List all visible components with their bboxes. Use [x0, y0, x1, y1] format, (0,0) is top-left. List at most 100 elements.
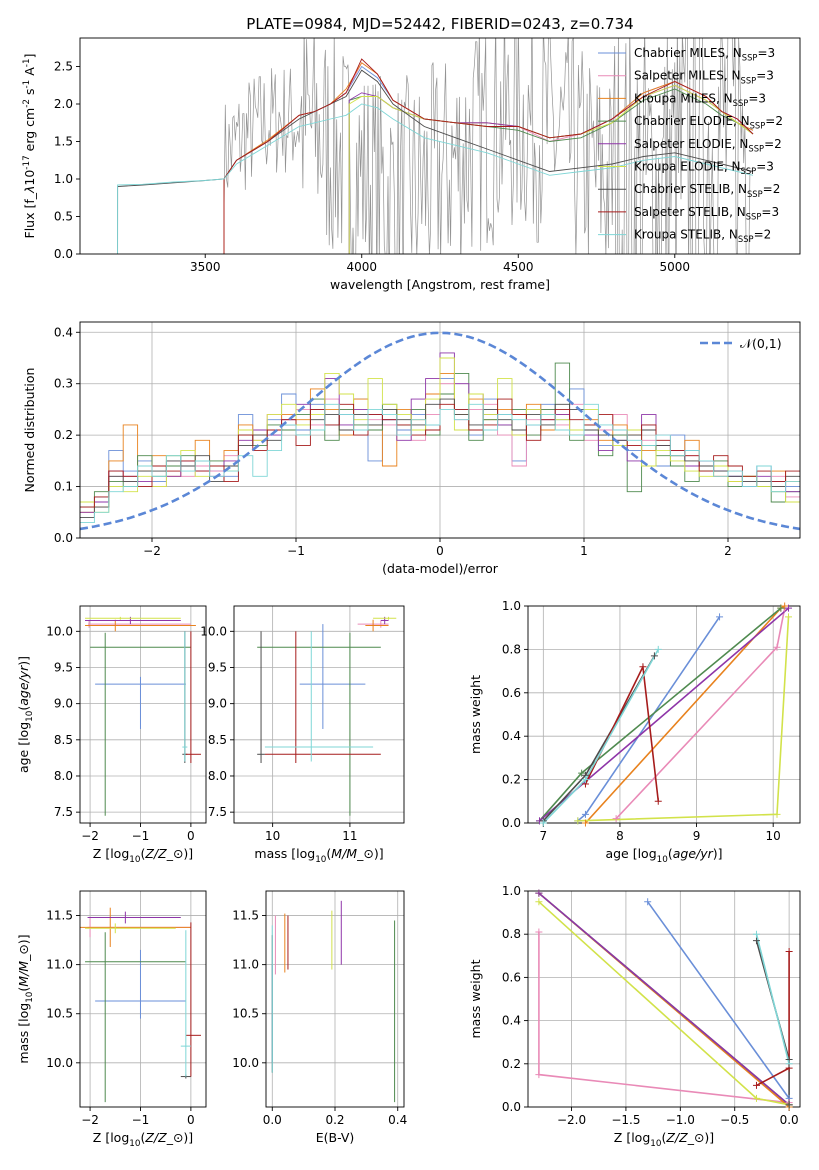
x-tick-label: −2 — [81, 1113, 99, 1127]
errorbar-point — [264, 631, 374, 762]
x-tick-label: 0 — [187, 829, 195, 843]
errorbar-point — [85, 619, 196, 632]
y-tick-label: 7.5 — [54, 805, 73, 819]
x-tick-label: 0.0 — [263, 1113, 282, 1127]
weight-marker — [785, 947, 793, 955]
errorbar-point — [85, 616, 181, 620]
axes-weight-vs-age: 7 8 9 10 0.0 0.2 0.4 0.6 0.8 1.0 age [log10​(age/y… — [468, 599, 801, 865]
y-tick-label: 0.2 — [502, 773, 521, 787]
axes-weight-vs-Z: −2.0 −1.5 −1.0 −0.5 0.0 0.0 0.2 0.4 0.6 0.8 1.0 Z [… — [468, 884, 801, 1149]
errorbar-point — [85, 923, 176, 934]
errorbar-point — [257, 631, 265, 763]
x-tick-label: 11 — [342, 829, 357, 843]
y-tick-label: 10.5 — [46, 1007, 73, 1021]
errorbar-point — [182, 631, 188, 762]
weight-marker — [781, 602, 789, 610]
y-tick-label: 2.5 — [54, 60, 73, 74]
weight-line — [756, 951, 790, 1087]
y-tick-label: 9.5 — [208, 660, 227, 674]
model-spectrum-line — [223, 58, 754, 254]
axes-age-vs-mass: 10 11 7.5 8.0 8.5 9.0 9.5 10.0 mass [log10​(M/M_… — [200, 605, 405, 865]
weight-marker — [535, 889, 543, 897]
weight-marker — [752, 1081, 760, 1089]
plot-area-spectrum — [117, 38, 754, 254]
model-spectrum-line — [117, 103, 754, 254]
errorbar-point — [257, 632, 381, 816]
errorbar-point — [299, 624, 366, 729]
weight-marker — [535, 928, 543, 936]
x-tick-label: −0.5 — [720, 1113, 749, 1127]
x-axis-label: Z [log10​(Z/Z_⊙)] — [614, 1130, 714, 1149]
y-tick-label: 0.1 — [54, 480, 73, 494]
y-axis-label: age [log10​(age/yr)] — [16, 656, 35, 773]
legend-entry: Chabrier STELIB, NSSP​=2 — [634, 182, 780, 199]
plot-area-weight-vs-age — [538, 606, 790, 823]
x-tick-label: 0.2 — [325, 1113, 344, 1127]
y-tick-label: 7.5 — [208, 805, 227, 819]
errorbar-point — [180, 930, 191, 1077]
x-tick-label: −2 — [81, 829, 99, 843]
weight-marker — [785, 604, 793, 612]
plot-area-age-vs-Z — [85, 616, 201, 816]
x-tick-label: 1 — [580, 544, 588, 558]
legend-entry: Chabrier ELODIE, NSSP​=2 — [634, 114, 783, 131]
x-tick-label: 10 — [265, 829, 280, 843]
errorbar-point — [365, 619, 389, 632]
errorbar-point — [264, 631, 381, 763]
x-tick-label: 7 — [540, 829, 548, 843]
legend-entry: Salpeter STELIB, NSSP​=3 — [634, 205, 779, 222]
weight-line — [755, 940, 790, 1105]
weight-marker — [535, 898, 543, 906]
x-tick-label: 0 — [436, 544, 444, 558]
weight-marker — [581, 819, 589, 827]
y-tick-label: 11.0 — [232, 958, 259, 972]
y-tick-label: 0.6 — [502, 686, 521, 700]
x-axis-label: Z [log10​(Z/Z_⊙)] — [93, 846, 193, 865]
y-tick-label: 11.5 — [232, 909, 259, 923]
y-axis-label: Flux [f_λ10-17​ erg cm-2​ s-1​ A-1​] — [22, 54, 37, 239]
x-tick-label: −2.0 — [557, 1113, 586, 1127]
y-axis-label: mass [log10​(M/M_⊙)] — [16, 934, 35, 1063]
x-tick-label: 2 — [724, 544, 732, 558]
y-tick-label: 0.8 — [502, 927, 521, 941]
y-tick-label: 8.0 — [54, 769, 73, 783]
y-tick-label: 0.2 — [502, 1057, 521, 1071]
x-tick-label: 10 — [766, 829, 781, 843]
x-tick-label: −1.0 — [666, 1113, 695, 1127]
y-tick-label: 8.0 — [208, 769, 227, 783]
y-tick-label: 1.0 — [502, 884, 521, 898]
legend-entry: Salpeter ELODIE, NSSP​=2 — [634, 137, 782, 154]
y-tick-label: 0.2 — [54, 428, 73, 442]
weight-line — [584, 606, 786, 823]
y-tick-label: 9.0 — [54, 697, 73, 711]
y-axis-label: mass weight — [468, 675, 483, 754]
y-axis-label: Normed distribution — [22, 368, 37, 493]
weight-marker — [716, 613, 724, 621]
weight-marker — [752, 930, 760, 938]
x-tick-label: 3500 — [190, 260, 221, 274]
y-tick-label: 0.0 — [54, 531, 73, 545]
weight-marker — [581, 776, 589, 784]
weight-marker — [752, 937, 760, 945]
weight-line — [584, 663, 660, 802]
plot-area-weight-vs-Z — [538, 892, 790, 1107]
y-tick-label: 1.0 — [502, 599, 521, 613]
x-tick-label: 0.0 — [780, 1113, 799, 1127]
y-tick-label: 11.5 — [46, 909, 73, 923]
weight-line — [538, 932, 790, 1104]
y-tick-label: 10.0 — [232, 1056, 259, 1070]
residual-histogram — [80, 403, 800, 524]
legend-entry: Kroupa STELIB, NSSP​=2 — [634, 228, 771, 245]
weight-line — [538, 892, 790, 1106]
axes-spectrum: 3500 4000 4500 5000 0.0 0.5 1.0 1.5 2.0 2.5 wavele… — [22, 37, 801, 292]
axes-mass-vs-Z: −2 −1 0 10.0 10.5 11.0 11.5 Z [log10​(Z/Z_⊙)] ma… — [16, 890, 207, 1149]
weight-marker — [773, 643, 781, 651]
errorbar-point — [80, 907, 191, 947]
x-axis-label: mass [log10​(M/M_⊙)] — [254, 846, 383, 865]
weight-marker — [785, 1101, 793, 1109]
legend-entry: Chabrier MILES, NSSP​=3 — [634, 46, 775, 63]
weight-marker — [574, 817, 582, 825]
y-tick-label: 10.0 — [46, 1056, 73, 1070]
plot-area-residuals — [80, 331, 800, 531]
weight-marker — [650, 652, 658, 660]
